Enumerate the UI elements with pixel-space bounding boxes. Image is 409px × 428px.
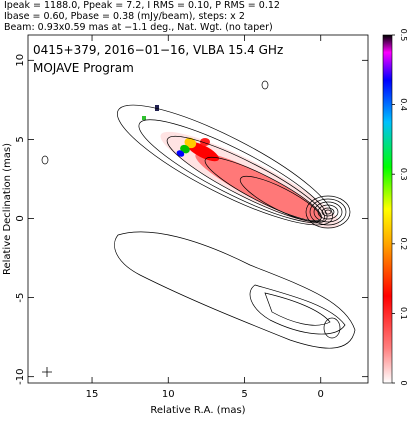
colorbar-tick-label: 0.2 [399,237,408,250]
header-line: Ibase = 0.60, Pbase = 0.38 (mJy/beam), s… [4,11,245,22]
annotation: MOJAVE Program [33,61,134,75]
header-line: Beam: 0.93x0.59 mas at −1.1 deg., Nat. W… [4,22,273,33]
colorbar-tick-label: 0 [399,380,408,385]
y-tick-label: 5 [15,136,26,142]
x-tick-label: 10 [162,389,175,400]
image [41,80,356,377]
x-tick-label: 5 [241,389,247,400]
y-axis-label: Relative Declination (mas) [2,143,13,275]
x-tick-label: 0 [318,389,324,400]
x-axis-label: Relative R.A. (mas) [150,405,245,416]
colorbar-tick-label: 0.1 [399,307,408,320]
colorbar-tick-label: 0.3 [399,168,408,181]
colorbar-tick-label: 0.4 [399,98,408,111]
y-tick-label: 10 [15,54,26,67]
y-tick-label: -10 [15,369,26,385]
header-line: Ipeak = 1188.0, Ppeak = 7.2, I RMS = 0.1… [4,0,280,11]
y-tick-label: -5 [15,293,26,303]
plot-frame [27,34,369,384]
annotation: 0415+379, 2016−01−16, VLBA 15.4 GHz [33,43,283,57]
colorbar [382,34,393,384]
y-tick-label: 0 [15,215,26,221]
colorbar-tick-label: 0.5 [399,29,408,42]
x-tick-label: 15 [86,389,99,400]
